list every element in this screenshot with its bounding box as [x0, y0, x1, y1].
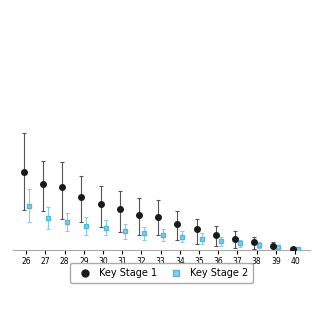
X-axis label: Week of gestation: Week of gestation [118, 271, 206, 281]
Legend: Key Stage 1, Key Stage 2: Key Stage 1, Key Stage 2 [70, 263, 253, 283]
